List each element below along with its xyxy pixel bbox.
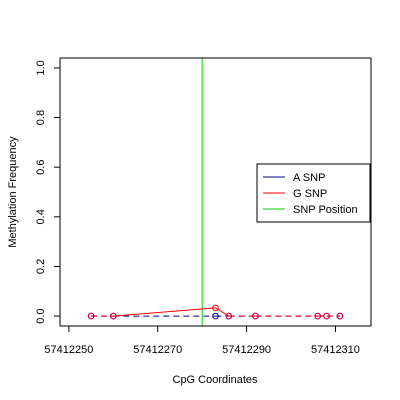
- y-tick-label: 0.6: [35, 160, 47, 175]
- legend: A SNP G SNP SNP Position: [256, 163, 371, 223]
- data-point-g-snp: [110, 312, 117, 320]
- legend-label: A SNP: [293, 172, 325, 184]
- y-tick-label: 0.4: [35, 209, 47, 224]
- data-point-g-snp: [252, 312, 259, 320]
- x-tick-label: 57412250: [44, 344, 93, 356]
- data-point-g-snp: [87, 312, 95, 320]
- data-point-a-snp: [212, 312, 219, 320]
- plot-area: [87, 58, 344, 326]
- y-tick-label: 0.2: [35, 259, 47, 274]
- axes: 57412250 57412270 57412290 57412310 0.0 0.2 0.…: [35, 57, 372, 356]
- y-tick-label: 0.0: [35, 308, 47, 323]
- data-point-g-snp: [225, 312, 233, 320]
- y-tick-label: 0.8: [35, 110, 47, 125]
- series-line-g-snp: [113, 307, 216, 317]
- x-axis-label: CpG Coordinates: [173, 374, 258, 386]
- legend-label: G SNP: [293, 188, 327, 200]
- data-point-g-snp: [323, 312, 330, 320]
- x-tick-label: 57412290: [222, 344, 271, 356]
- data-point-g-snp: [336, 312, 344, 320]
- x-tick-label: 57412270: [133, 344, 182, 356]
- legend-label: SNP Position: [293, 204, 358, 216]
- data-point-g-snp: [212, 304, 219, 312]
- y-tick-label: 1.0: [35, 60, 47, 75]
- data-point-g-snp: [314, 312, 321, 320]
- x-tick-label: 57412310: [311, 344, 360, 356]
- y-axis-label: Methylation Frequency: [7, 136, 19, 248]
